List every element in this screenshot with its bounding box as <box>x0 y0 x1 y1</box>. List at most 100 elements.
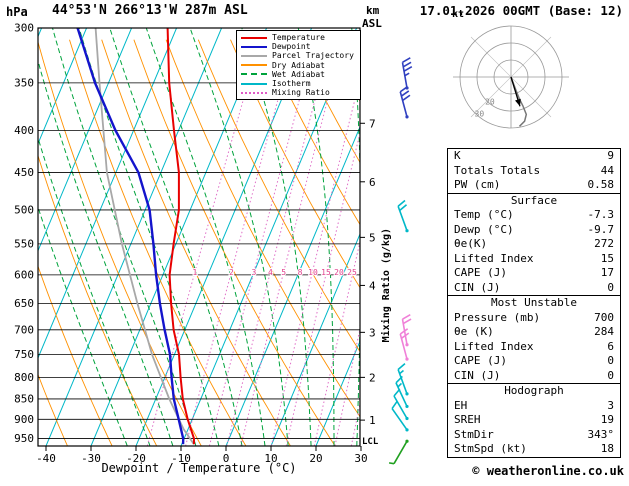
km-tick-label: 3 <box>369 326 376 339</box>
pressure-tick-label: 450 <box>14 166 34 179</box>
mixing-ratio-value: 8 <box>298 268 303 277</box>
hodograph-unit-label: kt <box>452 9 465 20</box>
stat-value: 272 <box>594 237 614 250</box>
pressure-tick-label: 300 <box>14 22 34 35</box>
pressure-tick-label: 600 <box>14 268 34 281</box>
pressure-tick-label: 900 <box>14 413 34 426</box>
mixing-ratio-value: 20 <box>334 268 344 277</box>
km-axis-label: km <box>366 4 380 17</box>
asl-axis-label: ASL <box>362 17 382 30</box>
stat-row: CAPE (J) 0 <box>448 354 620 369</box>
mixing-ratio-value-labels: 1 2 3 4 5 8 10 15 20 25 <box>192 267 358 278</box>
temperature-tick-label: -40 <box>36 452 56 465</box>
temperature-tick-labels: -40 -30 -20 -10 0 10 20 30 <box>36 446 368 465</box>
legend-item: Parcel Trajectory <box>241 51 356 60</box>
pressure-unit-label: hPa <box>6 5 28 19</box>
stat-row: Lifted Index 6 <box>448 340 620 355</box>
temperature-tick-label: -20 <box>126 452 146 465</box>
stat-label: θe(K) <box>454 237 488 250</box>
stat-label: CIN (J) <box>454 368 501 382</box>
stat-label: Temp (°C) <box>454 208 514 221</box>
wind-barb <box>388 439 409 465</box>
hodograph-trace <box>510 76 528 127</box>
temperature-tick-label: 20 <box>309 452 322 465</box>
pressure-tick-label: 650 <box>14 297 34 310</box>
hodograph-ring <box>476 42 546 112</box>
stat-value: 284 <box>594 325 614 338</box>
stat-row: StmSpd (kt) 18 <box>448 442 620 457</box>
stats-section-title: Most Unstable <box>490 296 578 309</box>
stat-label: EH <box>454 398 468 412</box>
wet-adiabat-lines <box>38 28 360 446</box>
stat-value: 44 <box>600 163 614 177</box>
skewt-plot-area <box>38 28 360 446</box>
stat-label: CIN (J) <box>454 280 501 294</box>
station-title: 44°53'N 266°13'W 287m ASL <box>52 3 248 18</box>
temperature-tick-label: 10 <box>264 452 277 465</box>
pressure-tick-label: 400 <box>14 124 34 137</box>
stats-section: K 9 Totals Totals 44 PW (cm) 0.58 <box>448 149 620 193</box>
stats-section-title: Hodograph <box>504 384 564 397</box>
legend-box: Temperature Dewpoint Parcel Trajectory Dry … <box>236 30 361 101</box>
mixing-ratio-value: 3 <box>251 268 256 277</box>
km-tick-label: 5 <box>369 231 376 244</box>
stat-value: 3 <box>607 398 614 412</box>
stat-label: SREH <box>454 413 481 426</box>
stat-value: 0 <box>607 354 614 367</box>
legend-swatch-solid <box>241 64 267 67</box>
stat-row: CAPE (J) 17 <box>448 266 620 281</box>
hodograph-ring <box>459 25 563 129</box>
stat-value: 0 <box>607 368 614 382</box>
stat-row: Temp (°C) -7.3 <box>448 208 620 223</box>
pressure-tick-label: 750 <box>14 348 34 361</box>
stat-value: -7.3 <box>587 208 615 221</box>
wind-barb <box>397 363 409 396</box>
stat-label: CAPE (J) <box>454 354 507 367</box>
wind-barb <box>391 400 409 432</box>
legend-swatch-solid <box>241 36 267 39</box>
legend-item: Mixing Ratio <box>241 88 356 97</box>
temperature-curve <box>166 28 195 445</box>
km-tick-label: 6 <box>369 176 376 189</box>
legend-label: Parcel Trajectory <box>272 51 354 61</box>
km-tick-label: 2 <box>369 371 376 384</box>
stat-value: 19 <box>600 413 614 426</box>
legend-label: Wet Adiabat <box>272 69 325 79</box>
stat-row: Pressure (mb) 700 <box>448 311 620 326</box>
pressure-gridlines <box>38 28 360 439</box>
stat-value: 700 <box>594 310 614 324</box>
stat-value: -9.7 <box>587 222 615 236</box>
stat-label: StmDir <box>454 427 494 441</box>
lcl-marker-label: LCL <box>362 437 379 447</box>
pressure-tick-label: 550 <box>14 237 34 250</box>
legend-label: Temperature <box>272 33 325 43</box>
copyright-text: © weatheronline.co.uk <box>472 464 624 478</box>
valid-date-title: 17.01.2026 00GMT (Base: 12) <box>419 3 623 18</box>
dewpoint-curve <box>76 28 185 445</box>
legend-item: Wet Adiabat <box>241 70 356 79</box>
stat-row: CIN (J) 0 <box>448 281 620 296</box>
legend-item: Temperature <box>241 33 356 42</box>
mixing-ratio-value: 1 <box>193 268 198 277</box>
stats-section: Most Unstable Pressure (mb) 700 θe (K) 284 Li… <box>448 295 620 383</box>
stat-label: CAPE (J) <box>454 266 507 279</box>
pressure-tick-label: 850 <box>14 392 34 405</box>
stat-row: StmDir 343° <box>448 428 620 443</box>
pressure-tick-label: 700 <box>14 323 34 336</box>
legend-label: Dewpoint <box>272 42 311 52</box>
legend-swatch-dotted <box>241 91 267 94</box>
pressure-tick-label: 800 <box>14 371 34 384</box>
stats-section: Surface Temp (°C) -7.3 Dewp (°C) -9.7 θe(K) 27… <box>448 192 620 296</box>
km-tick-label: 1 <box>369 414 376 427</box>
stat-row: Dewp (°C) -9.7 <box>448 223 620 238</box>
stat-label: θe (K) <box>454 325 494 338</box>
stat-value: 0 <box>607 280 614 294</box>
stat-label: Lifted Index <box>454 251 534 265</box>
legend-swatch-solid <box>241 82 267 85</box>
legend-label: Isotherm <box>272 79 311 89</box>
x-axis-title: Dewpoint / Temperature (°C) <box>101 461 297 475</box>
stats-table: K 9 Totals Totals 44 PW (cm) 0.58 Surface Temp … <box>447 148 621 458</box>
stat-label: PW (cm) <box>454 178 501 191</box>
